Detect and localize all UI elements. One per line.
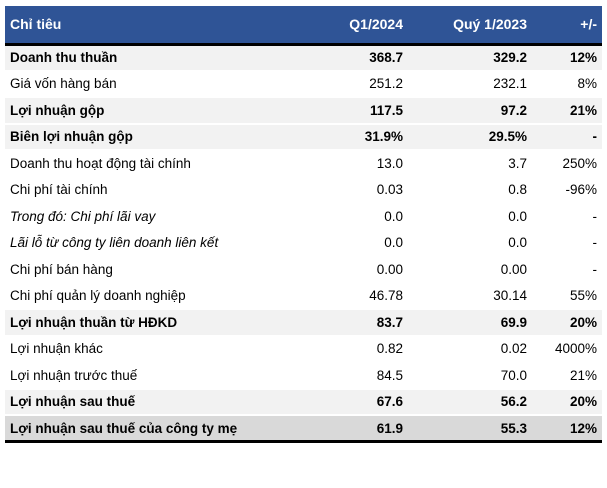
cell-change: 8% xyxy=(577,76,597,92)
table-row: Lợi nhuận sau thuế của công ty mẹ 61.9 5… xyxy=(5,415,602,442)
cell-q1-2023: 0.0 xyxy=(508,208,527,224)
cell-q1-2024: 84.5 xyxy=(376,367,403,383)
cell-change: 21% xyxy=(569,102,597,118)
cell-change: 12% xyxy=(569,420,597,436)
cell-q1-2023: 3.7 xyxy=(508,155,527,171)
row-label: Lợi nhuận sau thuế xyxy=(10,394,136,410)
table-row: Lợi nhuận gộp 117.5 97.2 21% xyxy=(5,97,602,124)
table-row: Giá vốn hàng bán 251.2 232.1 8% xyxy=(5,70,602,97)
cell-q1-2023: 55.3 xyxy=(500,420,527,436)
cell-q1-2023: 0.00 xyxy=(500,261,527,277)
cell-change: 4000% xyxy=(554,341,597,357)
row-label: Trong đó: Chi phí lãi vay xyxy=(10,208,156,224)
cell-q1-2023: 0.0 xyxy=(508,235,527,251)
table-row: Lợi nhuận trước thuế 84.5 70.0 21% xyxy=(5,362,602,389)
cell-q1-2024: 117.5 xyxy=(369,102,403,118)
table-row: Trong đó: Chi phí lãi vay 0.0 0.0 - xyxy=(5,203,602,230)
table-row: Chi phí tài chính 0.03 0.8 -96% xyxy=(5,176,602,203)
row-label: Lợi nhuận khác xyxy=(10,341,103,357)
cell-change: 55% xyxy=(569,288,597,304)
header-col-label: Chỉ tiêu xyxy=(5,6,335,44)
cell-change: 12% xyxy=(569,50,597,65)
row-label: Lợi nhuận gộp xyxy=(10,102,105,118)
table-row: Lợi nhuận sau thuế 67.6 56.2 20% xyxy=(5,388,602,415)
cell-q1-2023: 70.0 xyxy=(500,367,527,383)
cell-q1-2024: 46.78 xyxy=(369,288,403,304)
cell-change: - xyxy=(592,208,598,224)
cell-q1-2024: 251.2 xyxy=(369,76,403,92)
row-label: Lợi nhuận trước thuế xyxy=(10,367,138,383)
row-label: Doanh thu hoạt động tài chính xyxy=(10,155,191,171)
cell-q1-2023: 69.9 xyxy=(500,314,527,330)
header-col-q1-2024: Q1/2024 xyxy=(335,6,408,44)
cell-change: 250% xyxy=(562,155,597,171)
row-label: Lãi lỗ từ công ty liên doanh liên kết xyxy=(10,235,219,251)
row-label: Doanh thu thuần xyxy=(10,50,118,65)
cell-q1-2023: 29.5% xyxy=(488,129,527,145)
cell-change: 20% xyxy=(569,394,597,410)
cell-q1-2024: 0.0 xyxy=(384,208,403,224)
table-body: Doanh thu thuần 368.7 329.2 12% Giá vốn … xyxy=(5,44,602,442)
cell-q1-2023: 0.02 xyxy=(500,341,527,357)
cell-q1-2024: 67.6 xyxy=(376,394,403,410)
cell-change: - xyxy=(592,129,598,145)
table-row: Chi phí bán hàng 0.00 0.00 - xyxy=(5,256,602,283)
header-row: Chỉ tiêu Q1/2024 Quý 1/2023 +/- xyxy=(5,6,602,44)
cell-change: - xyxy=(592,235,598,251)
cell-q1-2024: 0.0 xyxy=(384,235,403,251)
table-row: Doanh thu thuần 368.7 329.2 12% xyxy=(5,44,602,71)
row-label: Chi phí tài chính xyxy=(10,182,108,198)
row-label: Giá vốn hàng bán xyxy=(10,76,117,92)
cell-q1-2024: 368.7 xyxy=(369,50,403,65)
cell-q1-2024: 0.03 xyxy=(376,182,403,198)
cell-change: 20% xyxy=(569,314,597,330)
cell-q1-2023: 232.1 xyxy=(493,76,527,92)
cell-q1-2024: 0.82 xyxy=(376,341,403,357)
cell-q1-2024: 31.9% xyxy=(364,129,403,145)
header-col-change: +/- xyxy=(532,6,602,44)
table-row: Doanh thu hoạt động tài chính 13.0 3.7 2… xyxy=(5,150,602,177)
table-row: Lợi nhuận thuần từ HĐKD 83.7 69.9 20% xyxy=(5,309,602,336)
table-header: Chỉ tiêu Q1/2024 Quý 1/2023 +/- xyxy=(5,6,602,44)
table-row: Lợi nhuận khác 0.82 0.02 4000% xyxy=(5,335,602,362)
table-row: Chi phí quản lý doanh nghiệp 46.78 30.14… xyxy=(5,282,602,309)
row-label: Biên lợi nhuận gộp xyxy=(10,129,133,145)
cell-q1-2023: 56.2 xyxy=(500,394,527,410)
cell-q1-2024: 0.00 xyxy=(376,261,403,277)
cell-q1-2023: 0.8 xyxy=(508,182,527,198)
header-col-q1-2023: Quý 1/2023 xyxy=(408,6,532,44)
row-label: Chi phí quản lý doanh nghiệp xyxy=(10,288,186,304)
cell-q1-2023: 30.14 xyxy=(493,288,527,304)
row-label: Lợi nhuận thuần từ HĐKD xyxy=(10,314,178,330)
cell-q1-2024: 61.9 xyxy=(376,420,403,436)
financial-results-table: Chỉ tiêu Q1/2024 Quý 1/2023 +/- Doanh th… xyxy=(5,6,602,443)
cell-change: -96% xyxy=(565,182,597,198)
cell-q1-2024: 83.7 xyxy=(376,314,403,330)
cell-change: 21% xyxy=(569,367,597,383)
row-label: Chi phí bán hàng xyxy=(10,261,113,277)
cell-q1-2024: 13.0 xyxy=(376,155,403,171)
cell-change: - xyxy=(592,261,598,277)
cell-q1-2023: 329.2 xyxy=(493,50,527,65)
row-label: Lợi nhuận sau thuế của công ty mẹ xyxy=(10,420,238,436)
table-row: Biên lợi nhuận gộp 31.9% 29.5% - xyxy=(5,123,602,150)
table-row: Lãi lỗ từ công ty liên doanh liên kết 0.… xyxy=(5,229,602,256)
cell-q1-2023: 97.2 xyxy=(500,102,527,118)
